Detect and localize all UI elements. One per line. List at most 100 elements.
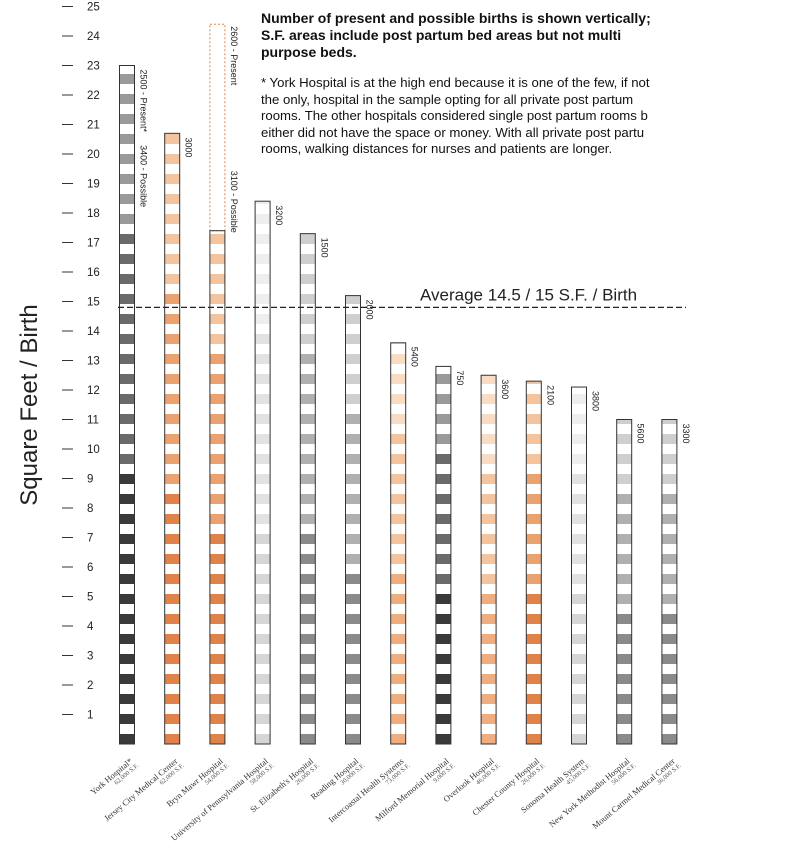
bar-segment [481,714,497,724]
average-line: Average 14.5 / 15 S.F. / Birth [118,285,686,308]
bar-segment [300,514,316,524]
y-tick-label: 6 [87,562,93,574]
bar [571,386,587,745]
bar-segment [300,614,316,624]
bar [661,419,678,745]
bar-segment [300,434,316,444]
bar-segment [571,434,587,444]
bar-segment [390,734,406,744]
bar-segment [571,454,587,464]
bar-segment [255,274,271,284]
bar-segment [571,594,587,604]
note-text-line: the only, hospital in the sample opting … [261,91,634,107]
bar-segment [390,634,406,644]
bar-segment [119,134,135,144]
bar-segment [390,714,406,724]
bar-segment [616,714,632,724]
note-text-line: * York Hospital is at the high end becau… [261,75,650,90]
bar-segment [164,694,180,704]
bar-segment [164,634,180,644]
bar [480,374,497,745]
bar-segment [435,634,451,644]
bar-segment [255,494,271,504]
bar [435,365,452,745]
bar-group: 3200 [254,200,284,745]
bar-segment [571,494,587,504]
bar-segment [164,234,180,244]
bar-segment [119,554,135,564]
bar-segment [526,514,542,524]
bar-segment [481,454,497,464]
bar-group: 2500 - Present* 3400 - Possible [119,65,149,745]
bar-segment [481,594,497,604]
bar-segment [661,734,677,744]
bar-segment [390,354,406,364]
bar-segment [255,614,271,624]
bar-segment [119,254,135,264]
bar-segment [345,634,361,644]
bar-group: 5400 [390,342,420,745]
bar-segment [164,314,180,324]
bar-segment [571,634,587,644]
data-label: 3100 - Possible [229,171,239,233]
bar-segment [526,381,542,384]
bar [345,295,361,745]
bar-segment [481,614,497,624]
bar-segment [345,374,361,384]
bar-segment [481,394,497,404]
data-label: 2100 [545,385,555,405]
bar-segment [390,414,406,424]
bar-segment [571,694,587,704]
note-text-line: either did not have the space or money. … [261,124,645,140]
chart-note: Number of present and possible births is… [261,10,789,158]
bar-segment [209,634,225,644]
bar-segment [661,514,677,524]
bar-segment [345,554,361,564]
bar [525,380,542,745]
bar-segment [209,354,225,364]
bar-segment [661,534,677,544]
data-label: 1500 [319,238,329,258]
bar-segment [390,614,406,624]
bar-segment [435,734,451,744]
bar-segment [345,714,361,724]
y-tick-label: 11 [87,415,99,427]
bar-segment [119,714,135,724]
y-tick-label: 23 [87,61,100,73]
bar-segment [164,374,180,384]
bar-segment [661,634,677,644]
bar-segment [571,414,587,424]
bar-segment [616,434,632,444]
bar-segment [435,554,451,564]
bar-group: 2100 [525,380,555,745]
bar-segment [571,554,587,564]
bar-segment [255,654,271,664]
bar-segment [209,594,225,604]
bar-segment [119,374,135,384]
bar-segment [119,654,135,664]
bar-group: 750 [435,365,465,745]
data-label: 3000 [184,137,194,157]
bar-segment [345,354,361,364]
bar-segment [435,414,451,424]
y-tick-label: 18 [87,208,100,220]
bar-segment [390,554,406,564]
y-tick-label: 13 [87,356,100,368]
bar-segment [526,734,542,744]
bar-segment [481,694,497,704]
bar-segment [164,434,180,444]
bar-segment [345,334,361,344]
bar-segment [255,674,271,684]
bar-segment [119,274,135,284]
bar-segment [435,454,451,464]
bar-segment [435,594,451,604]
bar-segment [300,294,316,304]
bar [119,65,135,745]
bar-segment [390,534,406,544]
bar-segment [616,734,632,744]
bar-segment [616,419,632,424]
note-title: Number of present and possible births is… [261,10,789,61]
bar-segment [481,534,497,544]
bar-segment [209,534,225,544]
bar-segment [255,594,271,604]
